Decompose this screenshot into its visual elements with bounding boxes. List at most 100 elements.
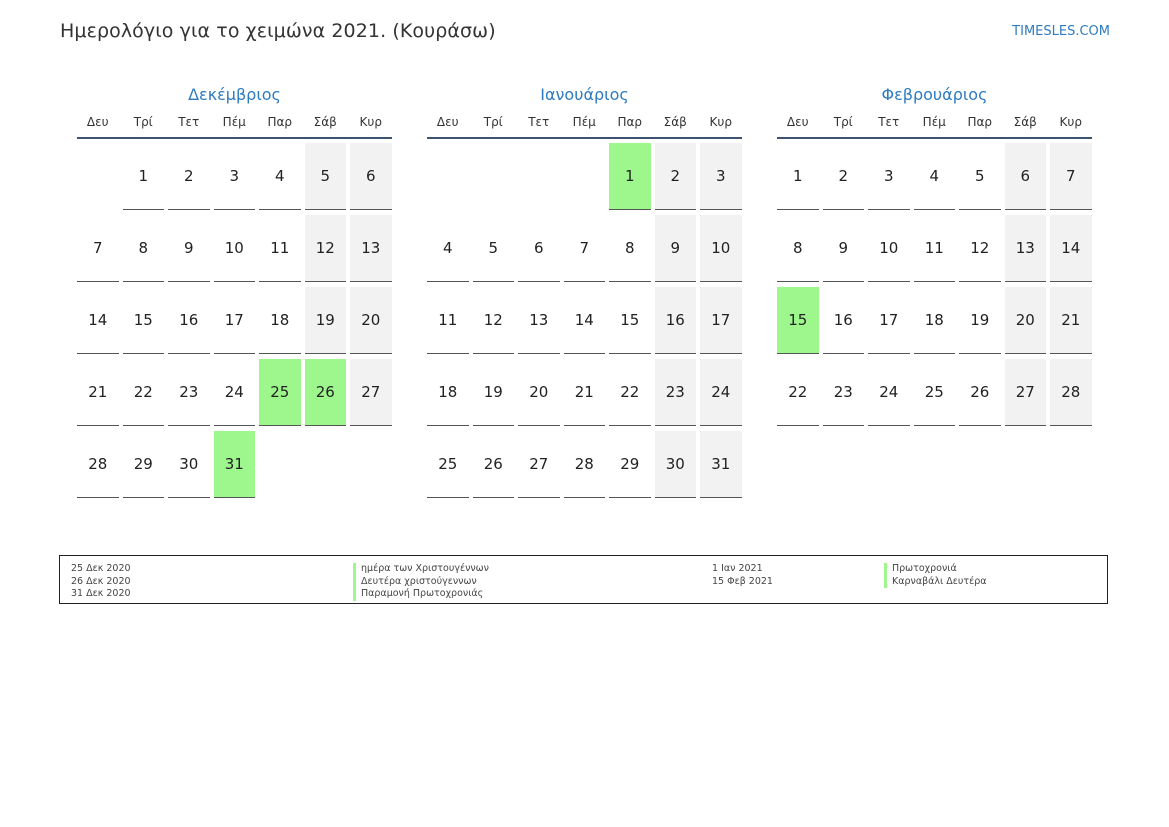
weekday-sat: Σάβ: [663, 115, 687, 129]
legend-holiday-name: ημέρα των Χριστουγέννων: [353, 563, 489, 576]
holiday-day-cell: 25: [259, 359, 301, 426]
day-cell: 19: [472, 359, 514, 426]
day-cell: 23: [168, 359, 210, 426]
day-cell: 17: [213, 287, 255, 354]
day-cell: 25: [427, 431, 469, 498]
day-cell: 7: [77, 215, 119, 282]
day-cell: 31: [700, 431, 742, 498]
site-link[interactable]: TIMESLES.COM: [1012, 24, 1110, 39]
weekday-wed: Τετ: [878, 115, 900, 129]
day-cell: 2: [654, 143, 696, 210]
day-cell: 14: [563, 287, 605, 354]
legend-holiday-name: Καρναβάλι Δευτέρα: [884, 575, 987, 588]
day-cell: 28: [1050, 359, 1092, 426]
weekday-tue: Τρί: [133, 115, 153, 129]
legend-date: 31 Δεκ 2020: [71, 588, 131, 599]
day-cell: 9: [822, 215, 864, 282]
day-cell: 18: [913, 287, 955, 354]
day-cell: 5: [959, 143, 1001, 210]
day-cell: 22: [122, 359, 164, 426]
day-cell: 27: [1004, 359, 1046, 426]
holiday-day-cell: 15: [777, 287, 819, 354]
day-cell: 3: [700, 143, 742, 210]
holiday-day-cell: 1: [609, 143, 651, 210]
day-cell: 20: [1004, 287, 1046, 354]
empty-day-cell: [77, 143, 119, 209]
weekday-sat: Σάβ: [313, 115, 337, 129]
legend-names-1: ημέρα των Χριστουγέννων Δευτέρα χριστούγ…: [353, 563, 489, 601]
weekday-sat: Σάβ: [1013, 115, 1037, 129]
legend-holiday-name: Δευτέρα χριστούγεννων: [353, 575, 489, 588]
day-cell: 29: [122, 431, 164, 498]
days-grid: 1 2 3 4 5 6 7 8 9 10 11 12 13 14 15 16 17 18 19 20 21 22 23 24 2…: [427, 143, 742, 498]
weekday-mon: Δευ: [436, 115, 459, 129]
day-cell: 5: [472, 215, 514, 282]
day-cell: 6: [350, 143, 392, 210]
day-cell: 4: [427, 215, 469, 282]
day-cell: 19: [304, 287, 346, 354]
day-cell: 16: [822, 287, 864, 354]
day-cell: 22: [777, 359, 819, 426]
day-cell: 7: [563, 215, 605, 282]
weekday-thu: Πέμ: [222, 115, 246, 129]
day-cell: 12: [472, 287, 514, 354]
weekday-header: Δευ Τρί Τετ Πέμ Παρ Σάβ Κυρ: [777, 115, 1092, 139]
day-cell: 13: [350, 215, 392, 282]
day-cell: 14: [1050, 215, 1092, 282]
day-cell: 12: [304, 215, 346, 282]
day-cell: 18: [259, 287, 301, 354]
day-cell: 3: [213, 143, 255, 210]
day-cell: 19: [959, 287, 1001, 354]
day-cell: 8: [122, 215, 164, 282]
day-cell: 17: [700, 287, 742, 354]
day-cell: 24: [868, 359, 910, 426]
weekday-sun: Κυρ: [359, 115, 382, 129]
day-cell: 1: [122, 143, 164, 210]
day-cell: 8: [777, 215, 819, 282]
day-cell: 4: [259, 143, 301, 210]
day-cell: 10: [700, 215, 742, 282]
day-cell: 23: [654, 359, 696, 426]
legend-date: 1 Ιαν 2021: [712, 563, 763, 574]
day-cell: 8: [609, 215, 651, 282]
days-grid: 1 2 3 4 5 6 7 8 9 10 11 12 13 14 15 16 17 18 19 20 21 22 23 24 2…: [777, 143, 1092, 426]
weekday-fri: Παρ: [267, 115, 293, 129]
weekday-sun: Κυρ: [1059, 115, 1082, 129]
day-cell: 18: [427, 359, 469, 426]
day-cell: 15: [609, 287, 651, 354]
day-cell: 30: [168, 431, 210, 498]
holiday-day-cell: 26: [304, 359, 346, 426]
day-cell: 6: [518, 215, 560, 282]
day-cell: 25: [913, 359, 955, 426]
month-december: Δεκέμβριος Δευ Τρί Τετ Πέμ Παρ Σάβ Κυρ 1…: [77, 84, 392, 498]
day-cell: 15: [122, 287, 164, 354]
day-cell: 24: [213, 359, 255, 426]
month-title: Δεκέμβριος: [188, 85, 281, 104]
weekday-tue: Τρί: [483, 115, 503, 129]
day-cell: 21: [1050, 287, 1092, 354]
legend-date: 26 Δεκ 2020: [71, 575, 131, 587]
day-cell: 21: [77, 359, 119, 426]
day-cell: 16: [168, 287, 210, 354]
day-cell: 11: [259, 215, 301, 282]
day-cell: 10: [868, 215, 910, 282]
day-cell: 2: [168, 143, 210, 210]
day-cell: 27: [350, 359, 392, 426]
legend-date: 15 Φεβ 2021: [712, 575, 773, 587]
legend-date: 25 Δεκ 2020: [71, 563, 131, 574]
empty-day-cell: [518, 143, 560, 209]
day-cell: 20: [350, 287, 392, 354]
legend-dates-1: 25 Δεκ 2020 26 Δεκ 2020 31 Δεκ 2020: [71, 563, 131, 601]
day-cell: 7: [1050, 143, 1092, 210]
day-cell: 26: [959, 359, 1001, 426]
empty-day-cell: [564, 143, 606, 209]
weekday-fri: Παρ: [967, 115, 993, 129]
weekday-header: Δευ Τρί Τετ Πέμ Παρ Σάβ Κυρ: [427, 115, 742, 139]
day-cell: 11: [913, 215, 955, 282]
day-cell: 12: [959, 215, 1001, 282]
day-cell: 27: [518, 431, 560, 498]
day-cell: 17: [868, 287, 910, 354]
weekday-thu: Πέμ: [922, 115, 946, 129]
holiday-day-cell: 31: [213, 431, 255, 498]
day-cell: 29: [609, 431, 651, 498]
